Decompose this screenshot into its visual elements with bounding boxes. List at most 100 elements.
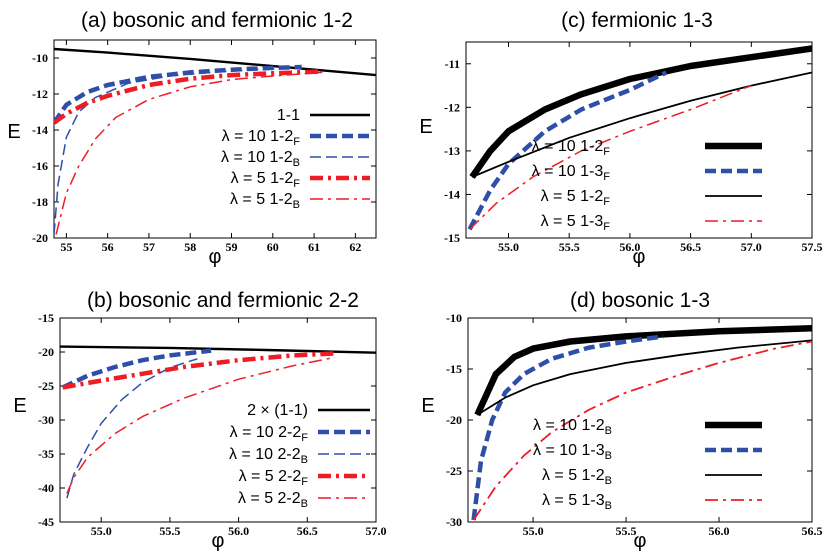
x-tick-label: 56.5 bbox=[802, 524, 823, 538]
plot-frame bbox=[467, 317, 813, 523]
x-axis-label: φ bbox=[633, 246, 646, 268]
plot-frame bbox=[465, 41, 813, 239]
legend-label: λ = 10 1-2F bbox=[222, 128, 301, 148]
y-tick-label: -30 bbox=[38, 413, 54, 427]
legend-label: λ = 10 1-3B bbox=[533, 442, 612, 462]
legend-label: λ = 5 2-2B bbox=[238, 490, 308, 510]
x-tick-label: 55.0 bbox=[498, 240, 519, 254]
y-axis-label: E bbox=[419, 116, 432, 138]
x-tick-label: 58 bbox=[184, 240, 196, 254]
y-tick-label: -10 bbox=[32, 51, 48, 65]
x-tick-label: 59 bbox=[226, 240, 238, 254]
x-axis-label: φ bbox=[209, 246, 222, 268]
y-tick-label: -20 bbox=[38, 345, 54, 359]
legend: λ = 10 1-2F λ = 10 1-3F λ = 5 1-2F λ = 5 1-… bbox=[532, 138, 762, 233]
chart-title: (c) fermionic 1-3 bbox=[561, 9, 713, 32]
plot-frame bbox=[53, 39, 377, 239]
x-tick-label: 55.0 bbox=[523, 524, 544, 538]
legend-label: λ = 10 1-2B bbox=[533, 417, 612, 437]
series-line-2 bbox=[471, 334, 664, 521]
y-tick-label: -25 bbox=[446, 464, 462, 478]
x-tick-label: 55.5 bbox=[159, 524, 180, 538]
y-tick-label: -40 bbox=[38, 481, 54, 495]
series-line-4 bbox=[472, 340, 812, 521]
x-axis-label: φ bbox=[212, 530, 225, 552]
y-tick-label: -25 bbox=[38, 379, 54, 393]
x-tick-label: 56.0 bbox=[709, 524, 730, 538]
y-tick-label: -12 bbox=[444, 100, 460, 114]
y-tick-label: -45 bbox=[38, 515, 54, 529]
series-line-3 bbox=[66, 358, 198, 499]
x-tick-label: 55.0 bbox=[91, 524, 112, 538]
x-tick-label: 56.0 bbox=[228, 524, 249, 538]
y-tick-label: -12 bbox=[32, 87, 48, 101]
x-tick-label: 56 bbox=[102, 240, 114, 254]
legend-label: λ = 5 1-3F bbox=[541, 213, 611, 233]
legend-label: λ = 5 1-2F bbox=[231, 170, 301, 190]
series-line-1 bbox=[469, 45, 812, 179]
legend-label: λ = 10 1-2F bbox=[532, 138, 611, 158]
x-tick-label: 55.5 bbox=[559, 240, 580, 254]
series-line-1 bbox=[474, 324, 812, 417]
x-tick-label: 55 bbox=[60, 240, 72, 254]
y-tick-label: -18 bbox=[32, 195, 48, 209]
legend-label: λ = 5 1-2B bbox=[542, 467, 612, 487]
x-tick-label: 57.5 bbox=[802, 240, 823, 254]
x-tick-label: 62 bbox=[349, 240, 361, 254]
legend-label: λ = 5 1-3B bbox=[542, 492, 612, 512]
legend-label: λ = 10 2-2F bbox=[230, 424, 309, 444]
series-line-5 bbox=[55, 71, 323, 235]
series-line-1 bbox=[54, 47, 376, 77]
chart-panel-1: (a) bosonic and fermionic 1-2 55 56 57 58 59 6… bbox=[7, 9, 377, 268]
x-tick-label: 57.0 bbox=[366, 524, 387, 538]
x-tick-label: 56.5 bbox=[297, 524, 318, 538]
y-tick-label: -15 bbox=[38, 311, 54, 325]
x-tick-label: 56.0 bbox=[619, 240, 640, 254]
x-tick-label: 57.0 bbox=[741, 240, 762, 254]
legend-label: λ = 10 1-2B bbox=[221, 149, 300, 169]
series-line-4 bbox=[54, 69, 323, 125]
y-tick-label: -20 bbox=[446, 413, 462, 427]
chart-panel-4: (d) bosonic 1-3 55.0 55.5 56.0 56.5 -30 -25 -20… bbox=[421, 289, 822, 552]
x-axis-label: φ bbox=[634, 530, 647, 552]
y-tick-label: -14 bbox=[32, 123, 48, 137]
y-tick-label: -15 bbox=[446, 362, 462, 376]
x-tick-label: 55.5 bbox=[616, 524, 637, 538]
series-line-4 bbox=[469, 84, 752, 230]
series-line-4 bbox=[62, 351, 335, 390]
x-tick-label: 60 bbox=[267, 240, 279, 254]
legend-label: 2 × (1-1) bbox=[247, 402, 308, 419]
y-tick-label: -35 bbox=[38, 447, 54, 461]
y-axis-label: E bbox=[421, 395, 434, 417]
series-line-1 bbox=[60, 345, 376, 354]
y-tick-label: -15 bbox=[444, 231, 460, 245]
series-line-3 bbox=[476, 339, 812, 416]
y-tick-label: -30 bbox=[446, 515, 462, 529]
legend: λ = 10 1-2B λ = 10 1-3B λ = 5 1-2B λ = 5 1-… bbox=[533, 417, 762, 512]
series-line-5 bbox=[66, 356, 335, 494]
y-tick-label: -16 bbox=[32, 159, 48, 173]
series-line-3 bbox=[54, 67, 294, 235]
y-tick-label: -20 bbox=[32, 231, 48, 245]
legend: 2 × (1-1)λ = 10 2-2Fλ = 10 2-2Bλ = 5 2-2… bbox=[229, 402, 370, 510]
chart-title: (b) bosonic and fermionic 2-2 bbox=[87, 289, 359, 312]
legend-label: λ = 5 1-2F bbox=[541, 188, 611, 208]
legend-label: λ = 5 2-2F bbox=[239, 468, 309, 488]
series-line-2 bbox=[61, 348, 212, 390]
y-axis-label: E bbox=[7, 121, 20, 143]
x-tick-label: 61 bbox=[308, 240, 320, 254]
x-tick-label: 57 bbox=[143, 240, 155, 254]
y-tick-label: -14 bbox=[444, 187, 460, 201]
x-tick-label: 56.5 bbox=[680, 240, 701, 254]
legend: 1-1 λ = 10 1-2Fλ = 10 1-2Bλ = 5 1-2Fλ = 5… bbox=[221, 107, 370, 211]
legend-label: λ = 10 1-3F bbox=[532, 163, 611, 183]
y-tick-label: -13 bbox=[444, 144, 460, 158]
y-tick-label: -10 bbox=[446, 311, 462, 325]
legend-label: λ = 10 2-2B bbox=[229, 446, 308, 466]
chart-panel-2: (c) fermionic 1-3 55.0 55.5 56.0 56.5 57.0 57.… bbox=[419, 9, 822, 268]
chart-panel-3: (b) bosonic and fermionic 2-2 55.0 55.5 56.… bbox=[13, 289, 386, 552]
y-tick-label: -11 bbox=[445, 57, 460, 71]
chart-title: (d) bosonic 1-3 bbox=[570, 289, 710, 312]
chart-title: (a) bosonic and fermionic 1-2 bbox=[81, 9, 353, 32]
